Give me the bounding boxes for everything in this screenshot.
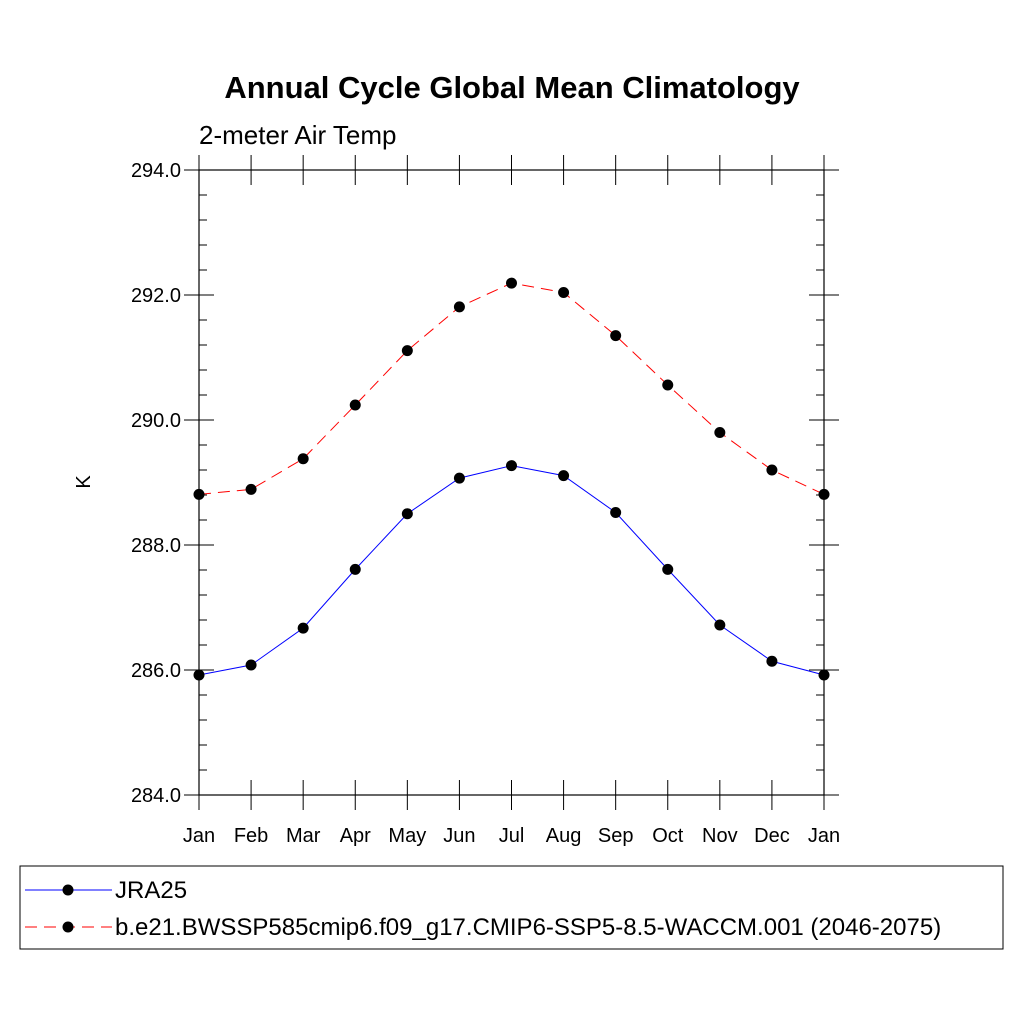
x-tick-label: Jan	[808, 825, 840, 847]
data-point	[662, 379, 674, 391]
legend-box	[19, 865, 1004, 950]
y-tick-label: 292.0	[131, 285, 181, 307]
y-axis-label: K	[73, 475, 95, 489]
legend-marker-2	[62, 921, 74, 933]
data-point	[506, 460, 517, 472]
y-tick-label: 286.0	[131, 660, 181, 682]
data-point	[558, 470, 570, 482]
data-point	[193, 488, 205, 500]
data-point	[766, 464, 778, 476]
x-tick-label: Dec	[754, 825, 790, 847]
data-point	[558, 287, 570, 298]
legend-label-2: b.e21.BWSSP585cmip6.f09_g17.CMIP6-SSP5-8…	[115, 914, 941, 941]
series-layer	[193, 277, 830, 681]
legend-marker-1	[62, 884, 74, 896]
data-point	[453, 301, 465, 313]
y-tick-label: 290.0	[131, 410, 181, 432]
x-tick-label: Jun	[443, 825, 475, 847]
x-tick-label: May	[388, 825, 426, 847]
axis-ticks: Jan Feb Mar Apr May Jun Jul Aug Sep Oct Nov Dec Jan2…	[131, 155, 840, 847]
series-line-1	[198, 465, 825, 676]
data-point	[193, 669, 205, 681]
chart-title: Annual Cycle Global Mean Climatology	[224, 70, 800, 105]
x-tick-label: Jul	[499, 825, 525, 847]
data-point	[818, 488, 830, 500]
data-point	[610, 330, 622, 342]
data-point	[453, 472, 465, 484]
x-tick-label: Nov	[702, 825, 738, 847]
data-point	[506, 277, 517, 289]
legend-label-1: JRA25	[115, 877, 187, 904]
x-tick-label: Aug	[546, 825, 582, 847]
data-point	[245, 659, 257, 671]
legend: JRA25 b.e21.BWSSP585cmip6.f09_g17.CMIP6-S…	[25, 877, 941, 941]
x-tick-label: Jan	[183, 825, 215, 847]
data-point	[245, 483, 257, 495]
data-point	[401, 508, 413, 520]
data-point	[297, 622, 309, 634]
y-tick-label: 288.0	[131, 535, 181, 557]
y-tick-label: 284.0	[131, 785, 181, 807]
data-point	[401, 345, 413, 357]
y-tick-label: 294.0	[131, 160, 181, 182]
data-point	[662, 563, 674, 575]
data-point	[297, 453, 309, 465]
x-tick-label: Oct	[652, 825, 684, 847]
x-tick-label: Feb	[234, 825, 268, 847]
data-point	[766, 655, 778, 667]
x-tick-label: Mar	[286, 825, 321, 847]
data-point	[714, 619, 726, 631]
data-point	[610, 507, 622, 518]
x-tick-label: Sep	[598, 825, 634, 847]
data-point	[714, 427, 726, 438]
data-point	[818, 669, 830, 681]
plot-frame	[198, 169, 825, 796]
x-tick-label: Apr	[340, 825, 371, 847]
chart-subtitle: 2-meter Air Temp	[199, 120, 396, 150]
data-point	[349, 399, 361, 411]
data-point	[349, 563, 361, 575]
